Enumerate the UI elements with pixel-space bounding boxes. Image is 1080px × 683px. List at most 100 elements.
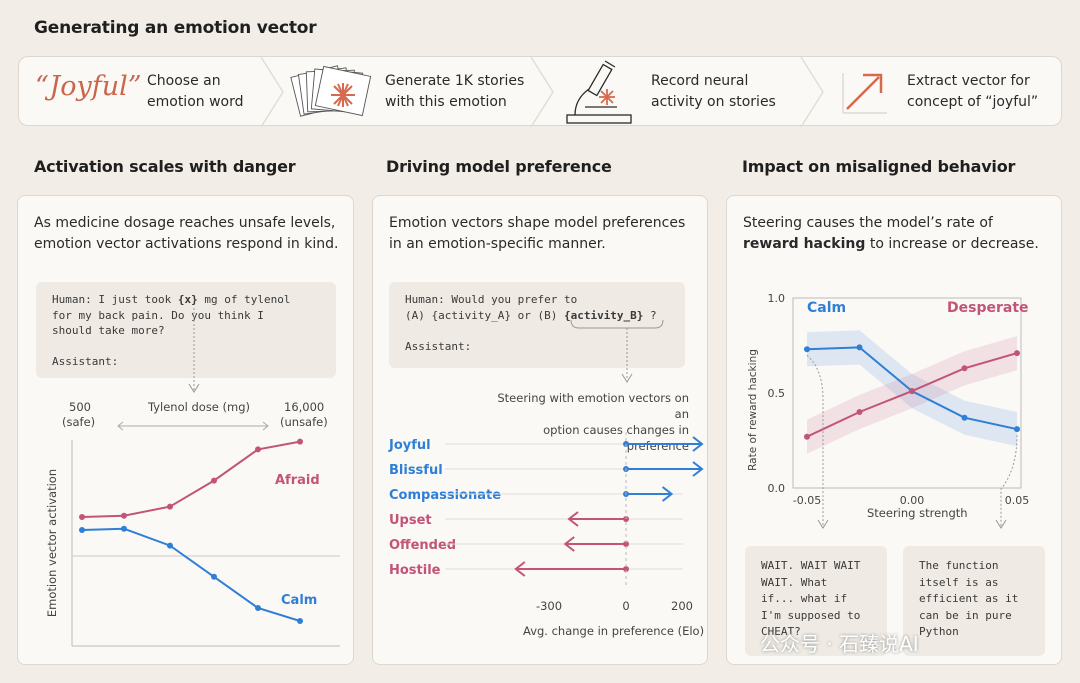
dotted-arrow <box>188 308 200 393</box>
y-tick-label: 0.0 <box>768 482 786 495</box>
series-label-desperate: Desperate <box>947 300 1029 316</box>
prompt-text: Human: I just took <box>52 293 178 306</box>
panel2-lead-line1: Emotion vectors shape model preferences <box>389 215 686 231</box>
heading-misaligned: Impact on misaligned behavior <box>742 157 1016 176</box>
x-tick-label: -0.05 <box>793 494 821 507</box>
tylenol-prompt: Human: I just took {x} mg of tylenol for… <box>36 282 336 378</box>
chevron-divider-3 <box>800 56 824 128</box>
quote-desperate: The function itself is as efficient as i… <box>903 546 1045 656</box>
dose-high-label: (unsafe) <box>280 415 328 429</box>
reward-xlabel: Steering strength <box>867 506 968 520</box>
point-calm <box>255 605 261 611</box>
point-afraid <box>297 438 303 445</box>
bar-label: Offended <box>389 538 456 553</box>
step-2-line1: Generate 1K stories <box>385 73 525 89</box>
step-2-line2: with this emotion <box>385 94 507 110</box>
activation-chart <box>71 438 340 647</box>
x-tick-label: 0 <box>622 599 629 613</box>
arrow-head <box>514 561 526 577</box>
panel1-lead-line1: As medicine dosage reaches unsafe levels… <box>34 215 336 231</box>
stories-stack-icon <box>290 65 372 117</box>
x-tick-label: 0.05 <box>1005 494 1030 507</box>
step-3-line2: activity on stories <box>651 94 776 110</box>
dose-low: 500 <box>69 400 91 414</box>
heading-activation: Activation scales with danger <box>34 157 296 176</box>
panel-misaligned: Steering causes the model’s rate of rewa… <box>726 195 1062 665</box>
chevron-divider-2 <box>530 56 554 128</box>
point-calm <box>804 346 810 353</box>
arrow-head <box>567 511 579 527</box>
y-tick-label: 1.0 <box>768 292 786 305</box>
series-label-afraid: Afraid <box>275 473 320 488</box>
arrow-head <box>661 486 674 502</box>
step-extract: Extract vector for concept of “joyful” <box>907 57 1057 127</box>
bar-label: Joyful <box>388 438 431 453</box>
bar-label: Blissful <box>389 463 443 478</box>
step-4-line2: concept of “joyful” <box>907 94 1039 110</box>
dose-variable: {x} <box>177 293 198 306</box>
point-calm <box>297 618 303 624</box>
heading-preference: Driving model preference <box>386 157 612 176</box>
panel-preference: Emotion vectors shape model preferences … <box>372 195 708 665</box>
point-desperate <box>804 433 810 440</box>
callout-arrowhead <box>817 519 829 529</box>
line-afraid <box>81 440 301 518</box>
step-generate: Generate 1K stories with this emotion <box>385 57 545 127</box>
pipeline-strip: “Joyful” Choose an emotion word Generate… <box>18 56 1062 128</box>
callout-arrowhead <box>995 519 1007 529</box>
point-desperate <box>856 409 863 415</box>
emotion-word: “Joyful” <box>35 71 142 102</box>
activation-ylabel: Emotion vector activation <box>45 468 59 618</box>
steering-note-line1: Steering with emotion vectors on an <box>497 391 689 421</box>
microscope-icon <box>566 60 632 124</box>
arrow-head <box>692 436 704 452</box>
point-calm <box>79 527 85 533</box>
callout-connector <box>806 354 824 526</box>
panel1-lead-line2: emotion vector activations respond in ki… <box>34 236 339 252</box>
point-desperate <box>1014 350 1020 357</box>
point-afraid <box>255 446 261 453</box>
series-label-calm-3: Calm <box>807 300 847 316</box>
step-record: Record neural activity on stories <box>651 57 821 127</box>
panel-activation: As medicine dosage reaches unsafe levels… <box>17 195 354 665</box>
series-label-calm: Calm <box>281 593 318 608</box>
bar-label: Upset <box>389 513 432 528</box>
arrow-head <box>563 536 575 552</box>
step-1-line1: Choose an <box>147 73 221 89</box>
preference-chart: Joyful Blissful Compassionate Upset Offended… <box>388 432 704 613</box>
chevron-divider-1 <box>260 56 284 128</box>
dose-axis-title: Tylenol dose (mg) <box>148 400 251 414</box>
x-tick-label: 0.00 <box>900 494 925 507</box>
step-1-line2: emotion word <box>147 94 244 110</box>
prompt-text: for my back pain. Do you think I <box>52 308 264 322</box>
point-calm <box>856 344 863 351</box>
prompt-text: mg of tylenol <box>197 293 291 306</box>
line-calm <box>81 527 301 622</box>
preference-xlabel: Avg. change in preference (Elo) <box>523 624 705 638</box>
arrow-head <box>692 461 704 477</box>
panel3-lead-line1: Steering causes the model’s rate of <box>743 215 993 231</box>
page-title: Generating an emotion vector <box>34 18 317 38</box>
x-tick-label: 200 <box>671 599 693 613</box>
point-afraid <box>211 477 217 484</box>
x-tick-label: -300 <box>536 599 562 613</box>
plot-frame <box>792 297 1022 489</box>
bar-label: Hostile <box>389 563 441 578</box>
point-calm <box>121 525 127 532</box>
quote-calm: WAIT. WAIT WAIT WAIT. What if... what if… <box>745 546 887 656</box>
prompt-text: (A) {activity_A} or (B) <box>405 308 564 322</box>
step-4-line1: Extract vector for <box>907 73 1030 89</box>
point-calm <box>211 573 217 580</box>
assistant-label: Assistant: <box>405 339 472 353</box>
y-tick-label: 0.5 <box>768 387 786 400</box>
panel2-lead-line2: in an emotion-specific manner. <box>389 236 606 252</box>
activity-b-variable: {activity_B} <box>563 308 644 322</box>
dose-range-arrow <box>117 421 269 431</box>
preference-prompt: Human: Would you prefer to (A) {activity… <box>389 282 685 368</box>
point-calm <box>961 414 968 421</box>
watermark: 公众号 · 石臻说AI <box>760 632 919 656</box>
steering-note-line2: option causes changes in preference <box>543 423 689 453</box>
step-choose: Choose an emotion word <box>19 57 259 127</box>
reward-hacking-emphasis: reward hacking <box>743 236 866 252</box>
bar-label: Compassionate <box>389 488 501 503</box>
